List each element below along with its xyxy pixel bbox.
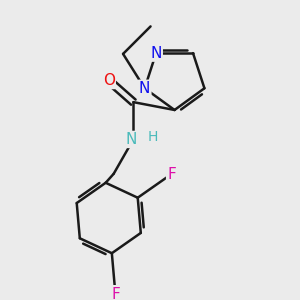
Text: N: N [139,81,150,96]
Text: O: O [103,73,115,88]
Text: H: H [148,130,158,145]
Text: F: F [167,167,176,182]
Text: N: N [150,46,162,61]
Text: N: N [126,132,137,147]
Text: F: F [111,287,120,300]
